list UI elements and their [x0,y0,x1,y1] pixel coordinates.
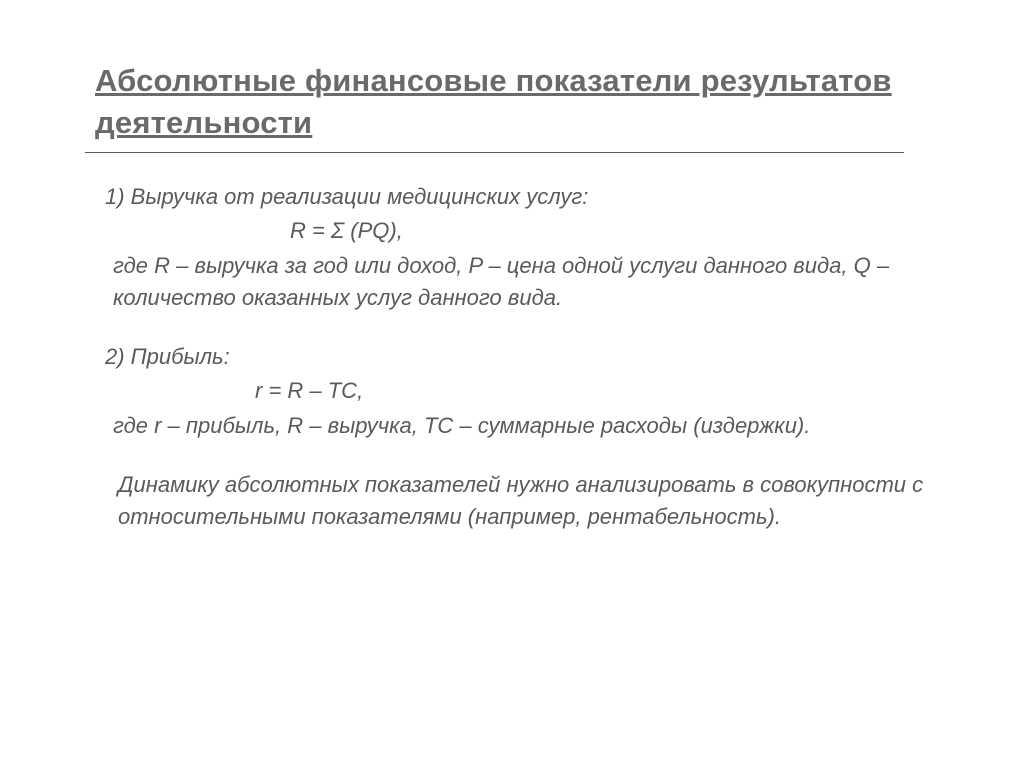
item-1-heading: 1) Выручка от реализации медицинских усл… [105,181,944,214]
item-2-explanation: где r – прибыль, R – выручка, TC – сумма… [105,410,944,443]
item-1: 1) Выручка от реализации медицинских усл… [105,181,944,315]
item-2-formula: r = R – TC, [105,375,944,408]
item-2-heading: 2) Прибыль: [105,341,944,374]
slide-content: 1) Выручка от реализации медицинских усл… [95,181,944,534]
item-1-explanation: где R – выручка за год или доход, P – це… [105,250,944,315]
item-2: 2) Прибыль: r = R – TC, где r – прибыль,… [105,341,944,443]
item-1-formula: R = Σ (PQ), [105,215,944,248]
slide-title: Абсолютные финансовые показатели результ… [95,60,944,144]
title-divider [85,152,904,153]
slide-closing: Динамику абсолютных показателей нужно ан… [105,469,944,534]
